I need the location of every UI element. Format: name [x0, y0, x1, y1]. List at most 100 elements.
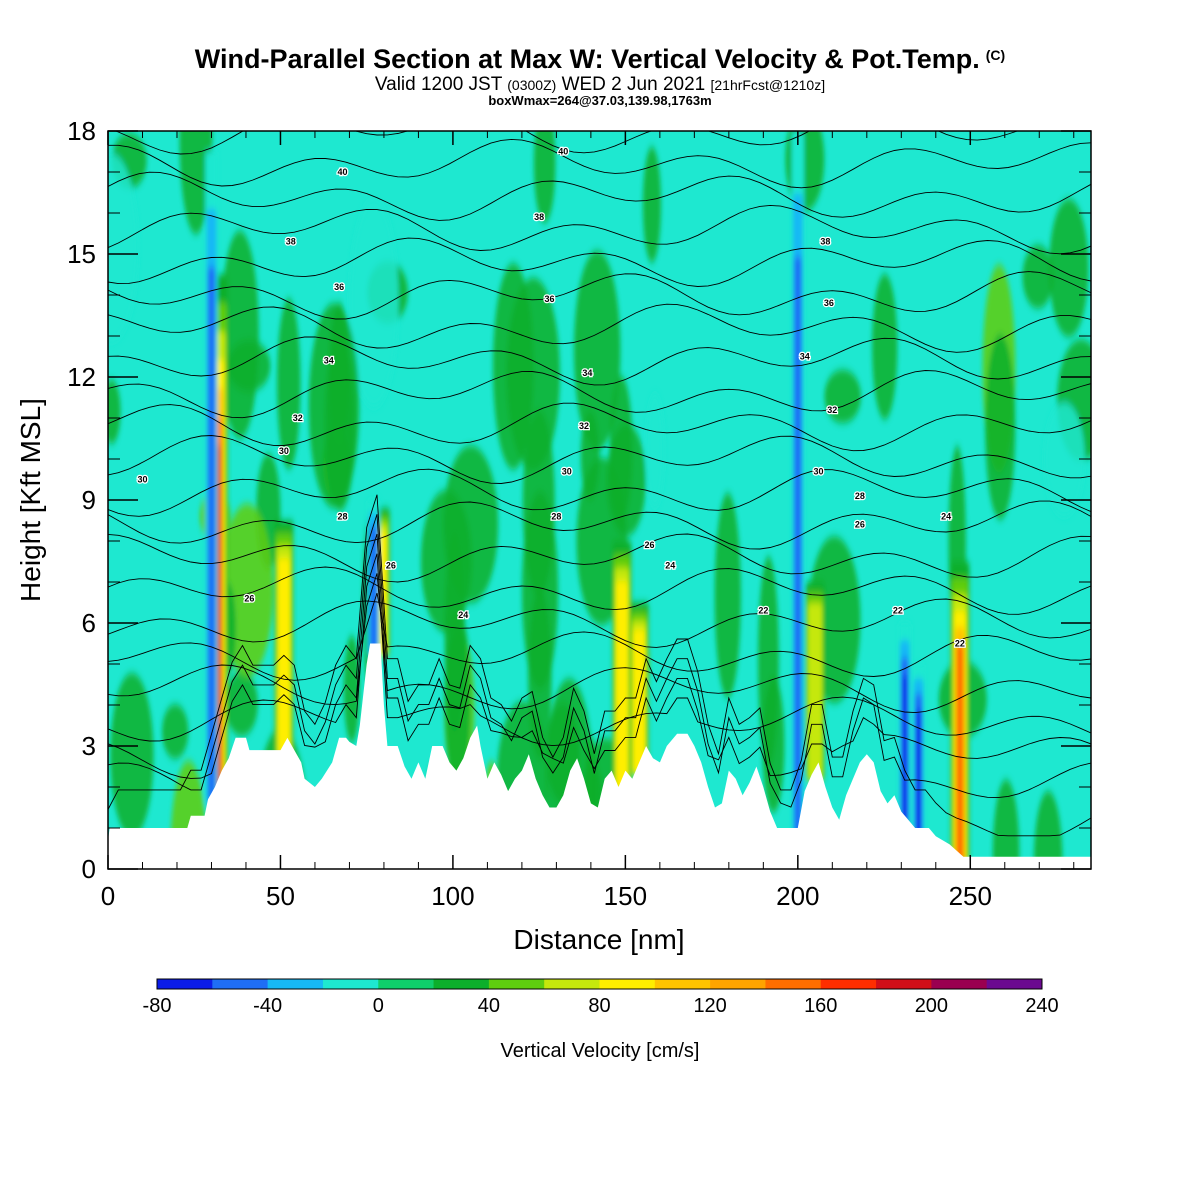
theta-label: 34 [800, 352, 810, 362]
y-tick-label: 15 [67, 239, 96, 269]
valid-date: WED 2 Jun 2021 [561, 74, 706, 95]
theta-contour [108, 271, 1091, 320]
downdraft-core [794, 256, 802, 841]
colorbar-tick-label: -80 [143, 995, 172, 1017]
colorbar: -80 -40 0 40 80 120 160 200 240 [143, 978, 1059, 1017]
box-info: boxWmax=264@37.03,139.98,1763m [488, 93, 712, 108]
velocity-patch [985, 334, 1016, 520]
theta-label: 40 [558, 147, 568, 157]
y-tick-label: 3 [82, 731, 96, 761]
colorbar-swatch [378, 979, 435, 989]
colorbar-frame [156, 978, 1043, 990]
colorbar-swatch [267, 979, 324, 989]
velocity-patch [785, 131, 825, 212]
theta-label: 28 [551, 511, 561, 521]
y-tick-label: 12 [67, 362, 96, 392]
theta-label: 34 [582, 368, 592, 378]
colorbar-swatch [876, 979, 932, 989]
velocity-patch [824, 369, 862, 424]
theta-contour [108, 138, 1091, 189]
x-tick-label: 50 [266, 881, 295, 911]
theta-label: 30 [814, 466, 824, 476]
y-axis-label: Height [Kft MSL] [15, 398, 46, 602]
theta-label: 38 [286, 237, 296, 247]
velocity-patch [533, 131, 556, 223]
velocity-patch [573, 250, 621, 450]
theta-label: 24 [941, 511, 951, 521]
y-tick-label: 9 [82, 485, 96, 515]
theta-label: 30 [562, 466, 572, 476]
title-text: Wind-Parallel Section at Max W: Vertical… [194, 44, 980, 74]
colorbar-swatch [488, 979, 545, 989]
velocity-patch [1022, 245, 1054, 309]
velocity-patch [872, 274, 898, 420]
theta-contour [108, 402, 1091, 452]
theta-label: 30 [137, 475, 147, 485]
colorbar-swatch [986, 979, 1043, 989]
colorbar-swatch [544, 979, 600, 989]
downdraft-core [902, 675, 908, 828]
theta-contour [108, 500, 1091, 550]
colorbar-tick-label: 240 [1025, 995, 1058, 1017]
velocity-patch [108, 379, 121, 444]
updraft-core [956, 643, 964, 866]
velocity-patch [506, 277, 560, 471]
theta-label: 36 [544, 294, 554, 304]
colorbar-swatch [820, 979, 877, 989]
x-tick-label: 100 [431, 881, 474, 911]
theta-label: 30 [279, 446, 289, 456]
theta-contour [108, 533, 1091, 779]
terrain [108, 643, 1091, 869]
theta-label: 34 [324, 356, 334, 366]
colorbar-swatch [765, 979, 822, 989]
theta-contour [108, 237, 1091, 287]
theta-contour [108, 204, 1091, 255]
theta-label: 26 [244, 593, 254, 603]
theta-label: 22 [758, 606, 768, 616]
colorbar-tick-label: -40 [253, 995, 282, 1017]
theta-contour [108, 494, 1091, 837]
colorbar-label: Vertical Velocity [cm/s] [501, 1040, 700, 1062]
theta-contour [108, 435, 1091, 484]
velocity-patch [444, 532, 465, 733]
velocity-patch [179, 131, 213, 235]
colorbar-tick-label: 120 [693, 995, 726, 1017]
x-tick-label: 150 [604, 881, 647, 911]
velocity-patch [1043, 402, 1085, 517]
y-tick-label: 0 [82, 854, 96, 884]
velocity-patch [308, 303, 360, 508]
theta-contour [108, 468, 1091, 517]
theta-label: 22 [955, 639, 965, 649]
theta-label: 38 [820, 237, 830, 247]
velocity-patch [1049, 199, 1089, 337]
colorbar-swatch [654, 979, 711, 989]
forecast-info: [21hrFcst@1210z] [710, 77, 826, 93]
theta-label: 36 [824, 298, 834, 308]
velocity-patch [277, 298, 301, 469]
velocity-patch [645, 393, 665, 508]
colorbar-swatch [931, 979, 988, 989]
x-tick-label: 200 [776, 881, 819, 911]
x-tick-label: 250 [949, 881, 992, 911]
plot-area: 40 40 38 38 38 36 36 36 34 34 34 32 32 32 30 30 30 30 28 28… [108, 131, 1091, 869]
theta-label: 24 [458, 610, 468, 620]
downdraft-core [916, 708, 921, 841]
theta-contour [108, 598, 1091, 648]
theta-contour [108, 514, 1091, 808]
valid-time: Valid 1200 JST [374, 74, 502, 95]
x-axis-label: Distance [nm] [513, 924, 684, 955]
theta-label: 28 [855, 491, 865, 501]
colorbar-tick-label: 0 [373, 995, 384, 1017]
title-mark: (C) [985, 47, 1006, 63]
velocity-patch [992, 779, 1020, 869]
y-tick-label: 6 [82, 608, 96, 638]
updraft-core [807, 602, 823, 781]
chart-title: Wind-Parallel Section at Max W: Vertical… [0, 44, 1200, 75]
theta-contour [108, 566, 1091, 615]
velocity-patch [1033, 791, 1063, 869]
theta-contours [108, 131, 1091, 837]
velocity-patch [762, 676, 785, 813]
theta-label: 32 [827, 405, 837, 415]
theta-contour [108, 592, 1091, 681]
